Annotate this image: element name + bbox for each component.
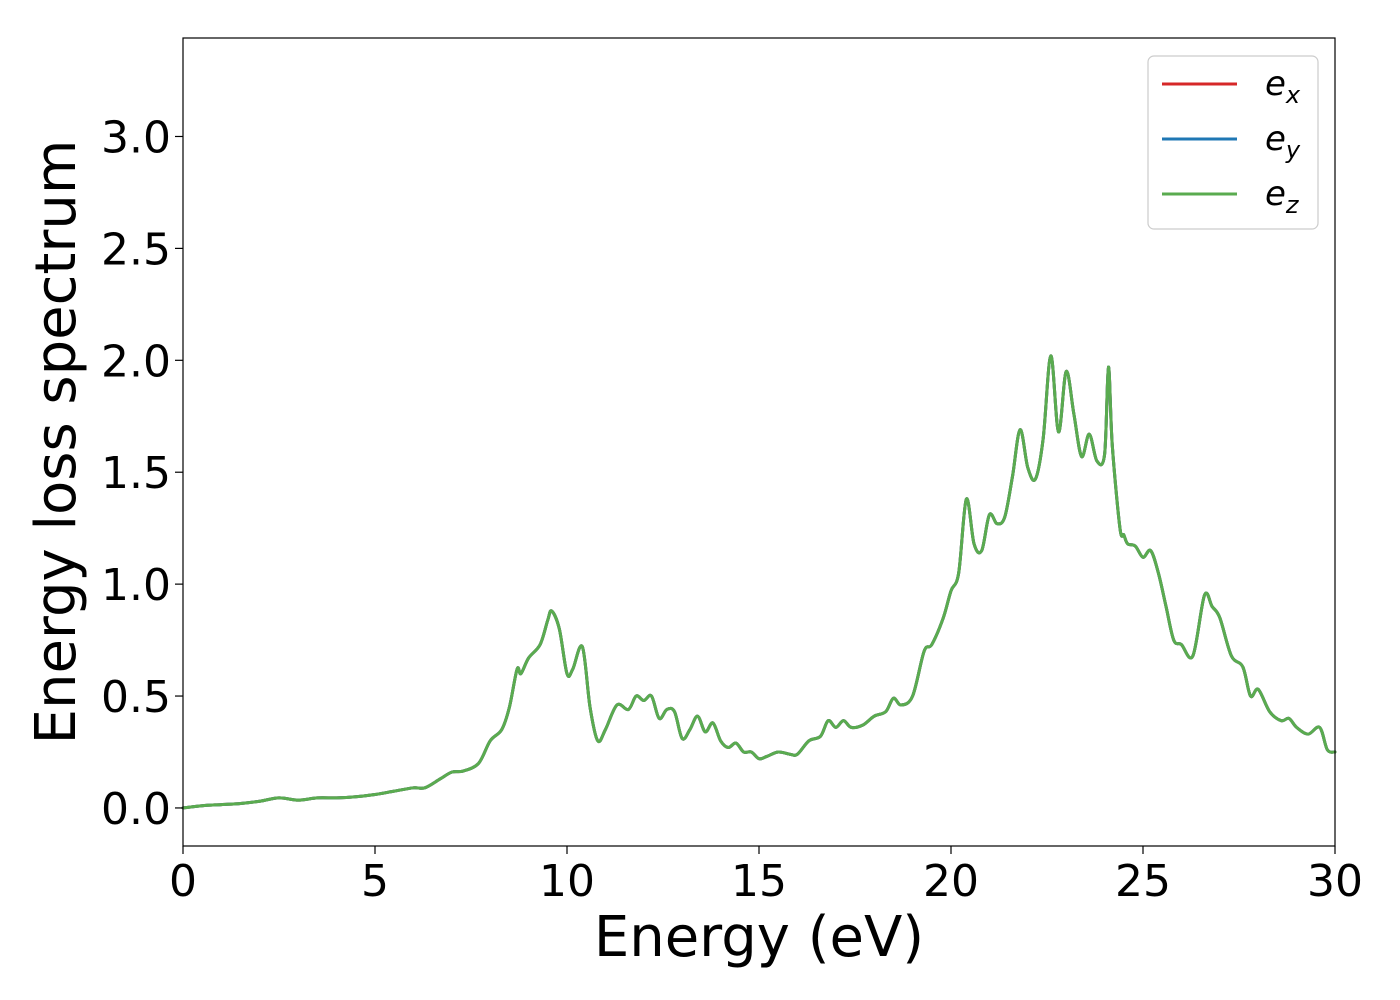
x-axis-title: Energy (eV) (594, 905, 924, 970)
legend-label-z: ez (1265, 174, 1300, 219)
series-line-z (181, 354, 1337, 810)
y-axis-ticks: 0.0 0.5 1.0 1.5 2.0 2.5 3.0 (101, 112, 183, 835)
y-tick-label: 2.0 (101, 336, 171, 387)
legend-frame (1147, 55, 1319, 230)
x-tick-label: 25 (1115, 856, 1171, 907)
legend-label-x: ex (1265, 64, 1301, 109)
y-tick-label: 1.0 (101, 560, 171, 611)
x-axis-ticks: 0 5 10 15 20 25 30 (169, 846, 1363, 907)
x-tick-label: 20 (923, 856, 979, 907)
x-tick-label: 30 (1307, 856, 1363, 907)
y-tick-label: 3.0 (101, 112, 171, 163)
y-tick-label: 1.5 (101, 448, 171, 499)
y-axis-title: Energy loss spectrum (24, 140, 89, 745)
y-tick-label: 2.5 (101, 224, 171, 275)
series-layer (181, 354, 1337, 810)
x-tick-label: 10 (539, 856, 595, 907)
x-tick-label: 15 (731, 856, 787, 907)
legend-label-y: ey (1265, 119, 1301, 164)
y-tick-label: 0.0 (101, 784, 171, 835)
y-tick-label: 0.5 (101, 672, 171, 723)
legend-items: ex ey ez (1162, 64, 1301, 219)
x-tick-label: 5 (361, 856, 389, 907)
legend: ex ey ez (1147, 55, 1319, 230)
x-tick-label: 0 (169, 856, 197, 907)
